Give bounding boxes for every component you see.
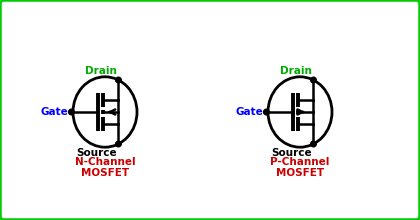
Text: P-Channel: P-Channel: [270, 157, 330, 167]
Ellipse shape: [73, 77, 137, 147]
Text: N-Channel: N-Channel: [75, 157, 135, 167]
Circle shape: [311, 77, 316, 83]
Text: Gate: Gate: [41, 107, 68, 117]
Circle shape: [68, 109, 74, 115]
Text: Gate: Gate: [236, 107, 263, 117]
Text: Drain: Drain: [280, 66, 312, 76]
Text: MOSFET: MOSFET: [81, 168, 129, 178]
Text: Source: Source: [76, 148, 116, 158]
Text: Drain: Drain: [84, 66, 116, 76]
Circle shape: [116, 77, 121, 83]
Circle shape: [264, 109, 269, 115]
Ellipse shape: [268, 77, 332, 147]
Text: MOSFET: MOSFET: [276, 168, 324, 178]
Text: Source: Source: [271, 148, 312, 158]
Circle shape: [116, 141, 121, 147]
Circle shape: [311, 141, 316, 147]
